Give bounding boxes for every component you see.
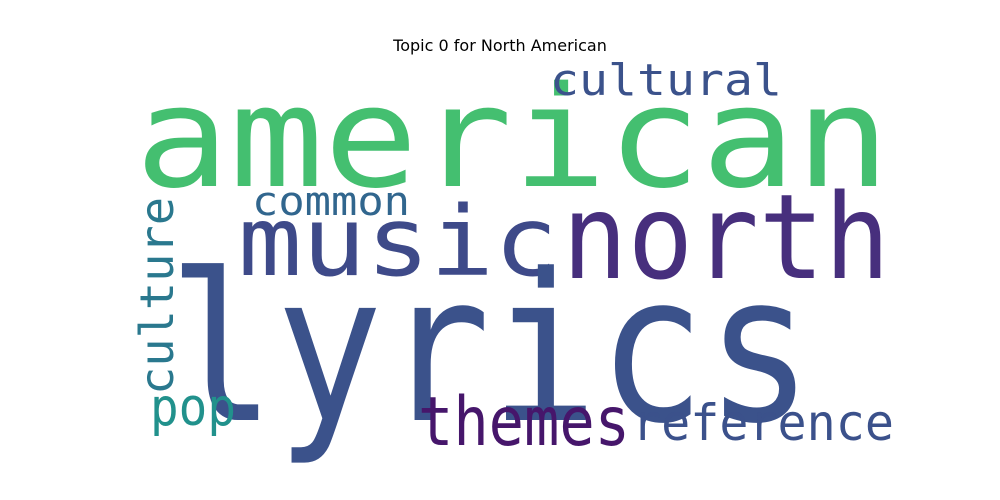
- word-north: north: [562, 168, 890, 306]
- word-themes: themes: [418, 383, 630, 462]
- word-lyrics: lyrics: [168, 231, 813, 469]
- word-reference: reference: [632, 394, 894, 452]
- word-american: american: [135, 57, 890, 220]
- chart-title: Topic 0 for North American: [393, 36, 607, 55]
- word-culture: culture: [130, 197, 184, 395]
- word-pop: pop: [150, 378, 236, 438]
- word-common: common: [252, 179, 410, 225]
- word-cultural: cultural: [550, 55, 782, 106]
- word-music: music: [238, 186, 558, 298]
